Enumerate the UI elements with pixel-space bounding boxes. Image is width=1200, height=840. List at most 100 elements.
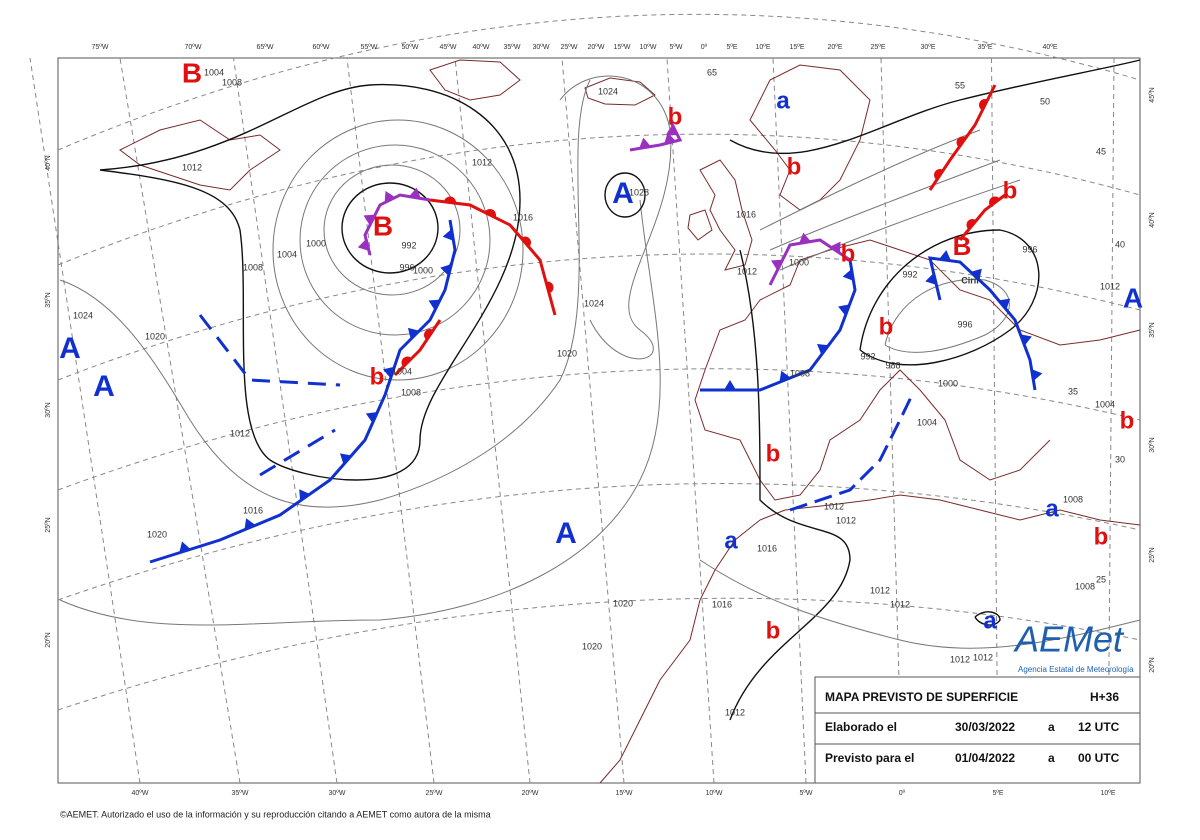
meridian (346, 57, 435, 784)
info-box (814, 676, 1141, 784)
latitude-label: 45ºN (1149, 87, 1156, 102)
pressure-centre: b (1003, 177, 1018, 204)
pressure-centre: A (612, 177, 634, 210)
parallel (57, 13, 1141, 151)
cold-symbol (939, 250, 951, 261)
isobar-label: 25 (1096, 574, 1106, 584)
longitude-label: 25ºE (870, 44, 885, 51)
isobar-label: 1008 (243, 262, 263, 272)
isobar-label: 996 (957, 319, 972, 329)
latitude-label: 30ºN (45, 402, 52, 417)
isobar-label: 1008 (1063, 494, 1083, 504)
cold-symbol (779, 370, 791, 383)
parallel (57, 133, 1141, 266)
warm-symbol (424, 329, 434, 340)
cold-symbol (299, 489, 310, 501)
cold-symbol (407, 327, 420, 340)
cold-symbol (357, 239, 369, 251)
isobar-label: 1024 (73, 310, 93, 320)
isobar (59, 199, 661, 626)
isobar (884, 278, 1010, 353)
isobar (859, 229, 1040, 366)
longitude-label: 5ºE (992, 790, 1003, 797)
isobar-label: 1016 (736, 209, 756, 219)
cold-front (149, 219, 457, 564)
longitude-label: 65ºW (257, 44, 274, 51)
cold-symbol (771, 259, 783, 271)
parallel (57, 368, 1141, 491)
longitude-label: 20ºW (522, 790, 539, 797)
longitude-label: 70ºW (185, 44, 202, 51)
isobar-label: 996 (1022, 244, 1037, 254)
warm-symbol (444, 196, 456, 204)
longitude-label: 35ºW (232, 790, 249, 797)
isobar-label: 1000 (938, 378, 958, 388)
pressure-centre: a (1045, 495, 1059, 522)
isobar (299, 144, 491, 336)
info-cell: 12 UTC (1078, 720, 1120, 734)
coast-greenland-east (429, 59, 521, 101)
latitude-label: 20ºN (1149, 657, 1156, 672)
longitude-label: 60ºW (313, 44, 330, 51)
latitude-label: 25ºN (45, 517, 52, 532)
latitude-label: 35ºN (45, 292, 52, 307)
longitude-label: 75ºW (92, 44, 109, 51)
isobar-label: 1020 (147, 529, 167, 539)
isobar-label: 1004 (392, 366, 412, 376)
pressure-centre: A (93, 370, 115, 403)
longitude-label: 55ºW (361, 44, 378, 51)
cold-symbol (339, 453, 352, 465)
isobar (59, 79, 591, 508)
longitude-label: 40ºE (1042, 44, 1057, 51)
pressure-centre: B (182, 57, 202, 88)
isobar-label: 55 (955, 80, 965, 90)
pressure-centre: B (373, 210, 393, 241)
latitude-label: 35ºN (1149, 322, 1156, 337)
cold-symbol (383, 366, 395, 379)
isobar-label: 1012 (950, 654, 970, 664)
cold-symbol (1020, 334, 1032, 346)
latitude-label: 40ºN (45, 155, 52, 170)
isobar (323, 164, 461, 296)
meridian (772, 57, 807, 784)
cold-symbol (842, 269, 854, 281)
meridian (1107, 57, 1115, 784)
cold-symbol (409, 187, 421, 199)
warm-symbol (966, 219, 977, 230)
parallel (57, 253, 1141, 381)
isobar (759, 129, 1021, 271)
cold-symbol (666, 124, 678, 136)
isobar-label: 1004 (917, 417, 937, 427)
longitude-label: 15ºW (614, 44, 631, 51)
cold-symbol (970, 268, 982, 281)
coast-africa (599, 494, 1141, 784)
latitude-label: 40ºN (1149, 212, 1156, 227)
longitude-label: 10ºW (706, 790, 723, 797)
isobar-label: 1008 (1075, 581, 1095, 591)
longitude-label: 40ºW (473, 44, 490, 51)
pressure-centre: b (1094, 523, 1109, 550)
cold-symbol (1031, 369, 1043, 381)
cold-symbol (442, 229, 454, 241)
warm-symbol (979, 99, 988, 111)
longitude-label: 30ºW (533, 44, 550, 51)
isobar-label: 992 (860, 351, 875, 361)
parallel (57, 483, 1141, 601)
pressure-centre: a (776, 87, 790, 114)
cold-symbol (428, 299, 441, 311)
map-labels: 75ºW 70ºW 65ºW 60ºW 55ºW 50ºW 45ºW 40ºW 35ºW 30ºW… (45, 44, 1156, 797)
isobar-label: 1012 (230, 428, 250, 438)
isobar-label: 1012 (725, 707, 745, 717)
isobar-label: 1012 (973, 652, 993, 662)
stationary-front (789, 394, 914, 512)
info-cell: 30/03/2022 (955, 720, 1015, 734)
longitude-label: 15ºE (789, 44, 804, 51)
longitude-label: 35ºE (977, 44, 992, 51)
warm-symbol (956, 136, 966, 148)
pressure-centre: b (766, 617, 781, 644)
isobar (272, 119, 524, 381)
isobar-label: 1012 (737, 266, 757, 276)
longitude-label: 15ºW (616, 790, 633, 797)
info-title: MAPA PREVISTO DE SUPERFICIE (825, 690, 1018, 704)
